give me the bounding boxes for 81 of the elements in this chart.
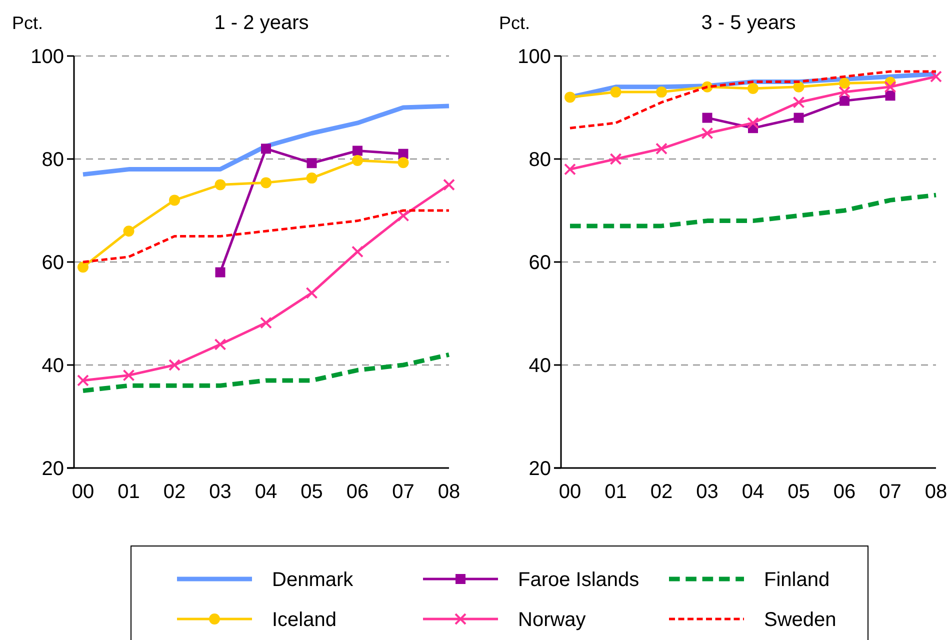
point [701,127,714,140]
x-tick-label: 03 [209,481,232,503]
x-tick-label: 03 [696,481,718,503]
x-tick-label: 01 [118,481,140,503]
point [123,226,134,237]
point [884,80,896,93]
x-tick-label: 01 [604,481,627,503]
x-tick-label: 04 [742,481,764,503]
y-tick-label: 100 [518,46,551,68]
x-tick-label: 04 [254,481,278,503]
point [748,82,758,94]
x-tick-label: 06 [833,481,856,503]
x-tick-label: 02 [163,481,186,503]
point [215,267,226,278]
chart-title: 1 - 2 years [214,12,309,34]
x-tick-label: 07 [392,481,414,503]
x-tick-label: 08 [438,481,460,503]
point [793,81,804,92]
point [792,96,805,108]
point [656,142,668,155]
point [747,116,759,129]
chart-title: 3 - 5 years [701,12,796,34]
point [169,194,180,206]
point [214,179,226,190]
legend-label: Finland [764,569,830,591]
point [260,316,272,329]
point [306,158,317,168]
point [702,112,712,123]
y-tick-label: 60 [528,252,551,274]
point [838,86,850,98]
y-axis-title: Pct. [499,13,530,33]
x-tick-label: 05 [788,481,810,503]
point [352,155,363,166]
point [397,210,410,222]
y-tick-label: 20 [42,458,64,480]
x-tick-label: 05 [300,481,323,503]
point [122,369,135,382]
point [352,246,364,258]
point [564,163,576,176]
point [261,144,271,154]
x-tick-label: 00 [72,481,94,503]
x-tick-label: 06 [346,481,369,503]
point [885,90,896,101]
point [306,286,318,299]
line-series [568,70,938,130]
point [260,177,272,188]
point [564,92,576,103]
y-tick-label: 40 [528,355,551,377]
point [398,157,409,168]
point [794,112,804,123]
y-tick-label: 80 [42,149,64,171]
point [443,178,455,191]
point [840,96,850,106]
legend-label: Faroe Islands [518,569,640,591]
point [610,86,622,98]
y-axis-title: Pct. [12,13,44,33]
point [610,153,622,165]
x-tick-label: 00 [558,481,582,503]
point [168,359,180,371]
point [656,86,667,98]
y-tick-label: 40 [42,355,64,377]
y-tick-label: 60 [42,252,64,274]
legend-label: Denmark [272,569,354,591]
line-series [80,352,452,393]
point [352,146,362,156]
legend-label: Iceland [272,609,336,631]
line-series [80,104,452,177]
x-tick-label: 08 [924,481,948,503]
legend-label: Sweden [764,609,836,631]
y-tick-label: 80 [528,149,551,171]
point [77,374,89,386]
point [78,262,88,273]
point [306,172,318,184]
point [930,70,942,83]
x-tick-label: 02 [650,481,673,503]
point [214,338,226,350]
legend-label: Norway [518,609,586,631]
point [839,78,850,89]
y-tick-label: 100 [30,46,64,68]
y-tick-label: 20 [528,458,551,480]
x-tick-label: 07 [879,481,902,503]
